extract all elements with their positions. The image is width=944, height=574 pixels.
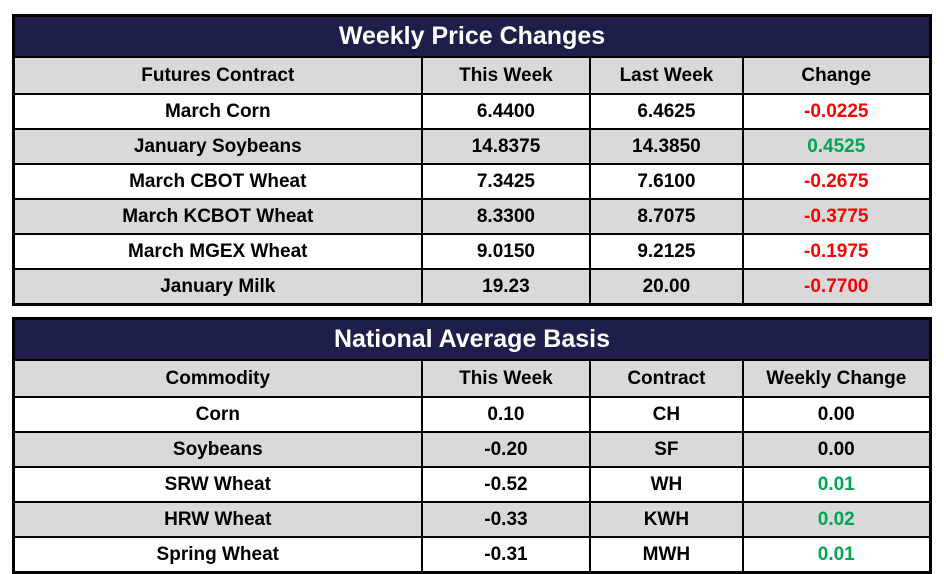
change-value-cell: 0.01 [741, 466, 932, 503]
value-cell: SF [589, 431, 744, 468]
row-label-cell: January Milk [12, 268, 423, 306]
value-cell: 7.6100 [589, 163, 744, 200]
row-label-cell: March KCBOT Wheat [12, 198, 423, 235]
column-header-futures-contract: Futures Contract [12, 56, 423, 95]
value-cell: 6.4625 [589, 93, 744, 130]
value-cell: 7.3425 [420, 163, 592, 200]
column-header-contract: Contract [589, 359, 744, 398]
title-row: Weekly Price Changes [12, 14, 932, 58]
value-cell: 19.23 [420, 268, 592, 306]
change-value-cell: 0.02 [741, 501, 932, 538]
change-value-cell: 0.01 [741, 536, 932, 574]
value-cell: -0.52 [420, 466, 592, 503]
column-header-this-week: This Week [420, 359, 592, 398]
row-label-cell: SRW Wheat [12, 466, 423, 503]
row-label-cell: Soybeans [12, 431, 423, 468]
value-cell: 20.00 [589, 268, 744, 306]
table-row: March Corn 6.4400 6.4625 -0.0225 [12, 93, 932, 130]
table-row: March CBOT Wheat 7.3425 7.6100 -0.2675 [12, 163, 932, 200]
value-cell: -0.20 [420, 431, 592, 468]
row-label-cell: March Corn [12, 93, 423, 130]
title-row: National Average Basis [12, 317, 932, 361]
row-label-cell: Spring Wheat [12, 536, 423, 574]
table-title: Weekly Price Changes [12, 14, 932, 58]
change-value-cell: -0.3775 [741, 198, 932, 235]
change-value-cell: -0.1975 [741, 233, 932, 270]
table-title: National Average Basis [12, 317, 932, 361]
value-cell: -0.31 [420, 536, 592, 574]
row-label-cell: March CBOT Wheat [12, 163, 423, 200]
value-cell: -0.33 [420, 501, 592, 538]
change-value-cell: 0.4525 [741, 128, 932, 165]
change-value-cell: 0.00 [741, 431, 932, 468]
national-average-basis-body: Corn 0.10 CH 0.00 Soybeans -0.20 SF 0.00 SRW Whe… [12, 396, 932, 574]
value-cell: MWH [589, 536, 744, 574]
table-row: Spring Wheat -0.31 MWH 0.01 [12, 536, 932, 574]
value-cell: 0.10 [420, 396, 592, 433]
value-cell: 14.8375 [420, 128, 592, 165]
row-label-cell: HRW Wheat [12, 501, 423, 538]
value-cell: KWH [589, 501, 744, 538]
value-cell: WH [589, 466, 744, 503]
weekly-price-changes-body: March Corn 6.4400 6.4625 -0.0225 January Soy… [12, 93, 932, 306]
column-header-this-week: This Week [420, 56, 592, 95]
table-row: January Soybeans 14.8375 14.3850 0.4525 [12, 128, 932, 165]
value-cell: 8.7075 [589, 198, 744, 235]
value-cell: CH [589, 396, 744, 433]
table-row: Corn 0.10 CH 0.00 [12, 396, 932, 433]
table-row: Soybeans -0.20 SF 0.00 [12, 431, 932, 468]
value-cell: 9.2125 [589, 233, 744, 270]
change-value-cell: -0.0225 [741, 93, 932, 130]
change-value-cell: -0.2675 [741, 163, 932, 200]
value-cell: 6.4400 [420, 93, 592, 130]
table-row: March MGEX Wheat 9.0150 9.2125 -0.1975 [12, 233, 932, 270]
table-row: January Milk 19.23 20.00 -0.7700 [12, 268, 932, 306]
value-cell: 8.3300 [420, 198, 592, 235]
row-label-cell: March MGEX Wheat [12, 233, 423, 270]
value-cell: 14.3850 [589, 128, 744, 165]
column-header-last-week: Last Week [589, 56, 744, 95]
national-average-basis-table: National Average Basis Commodity This We… [12, 317, 932, 574]
column-header-weekly-change: Weekly Change [741, 359, 932, 398]
table-row: HRW Wheat -0.33 KWH 0.02 [12, 501, 932, 538]
change-value-cell: -0.7700 [741, 268, 932, 306]
table-row: SRW Wheat -0.52 WH 0.01 [12, 466, 932, 503]
header-row: Futures Contract This Week Last Week Cha… [12, 56, 932, 95]
column-header-change: Change [741, 56, 932, 95]
row-label-cell: January Soybeans [12, 128, 423, 165]
row-label-cell: Corn [12, 396, 423, 433]
column-header-commodity: Commodity [12, 359, 423, 398]
header-row: Commodity This Week Contract Weekly Chan… [12, 359, 932, 398]
table-row: March KCBOT Wheat 8.3300 8.7075 -0.3775 [12, 198, 932, 235]
change-value-cell: 0.00 [741, 396, 932, 433]
value-cell: 9.0150 [420, 233, 592, 270]
weekly-price-changes-table: Weekly Price Changes Futures Contract Th… [12, 14, 932, 306]
